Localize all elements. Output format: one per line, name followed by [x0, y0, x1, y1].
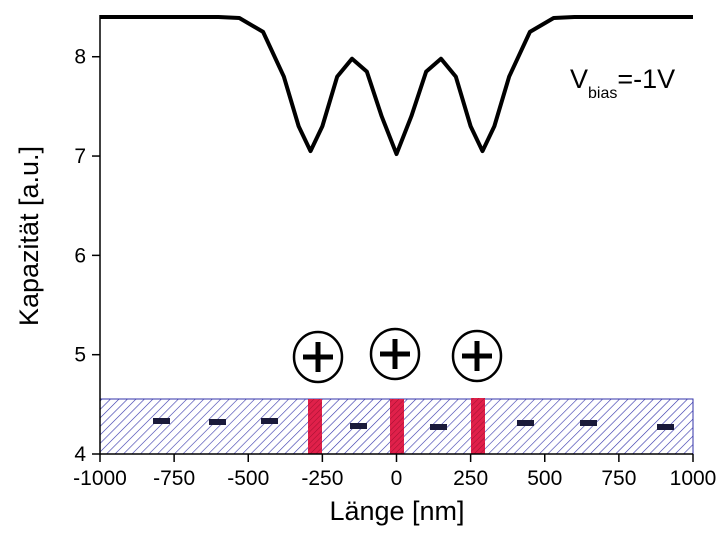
dot	[308, 399, 322, 454]
x-tick-label: 750	[601, 467, 636, 490]
positive-charges	[292, 327, 503, 384]
y-tick-label: 6	[74, 244, 86, 267]
negative-charges	[153, 418, 674, 430]
line	[100, 15, 693, 157]
x-tick-label: -500	[227, 467, 269, 490]
y-tick-label: 7	[74, 145, 86, 168]
x-tick-label: 1000	[670, 467, 717, 490]
annotation-subscript: bias	[588, 85, 617, 102]
schematic	[99, 327, 694, 455]
y-axis-label: Kapazität [a.u.]	[14, 146, 44, 326]
dot	[471, 398, 485, 454]
y-tick-label: 5	[74, 344, 86, 367]
dot	[390, 399, 404, 454]
annotation-rest: =-1V	[617, 64, 675, 94]
annotation: Vbias=-1V	[570, 64, 675, 102]
x-tick-label: -1000	[73, 467, 127, 490]
x-tick-label: -250	[301, 467, 343, 490]
y-tick-label: 4	[74, 443, 86, 466]
annotation-main: V	[570, 64, 588, 94]
x-axis-label: Länge [nm]	[329, 496, 464, 526]
x-tick-label: 500	[527, 467, 562, 490]
x-tick-label: -750	[153, 467, 195, 490]
x-tick-label: 250	[453, 467, 488, 490]
x-tick-label: 0	[391, 467, 403, 490]
y-tick-label: 8	[74, 46, 86, 69]
